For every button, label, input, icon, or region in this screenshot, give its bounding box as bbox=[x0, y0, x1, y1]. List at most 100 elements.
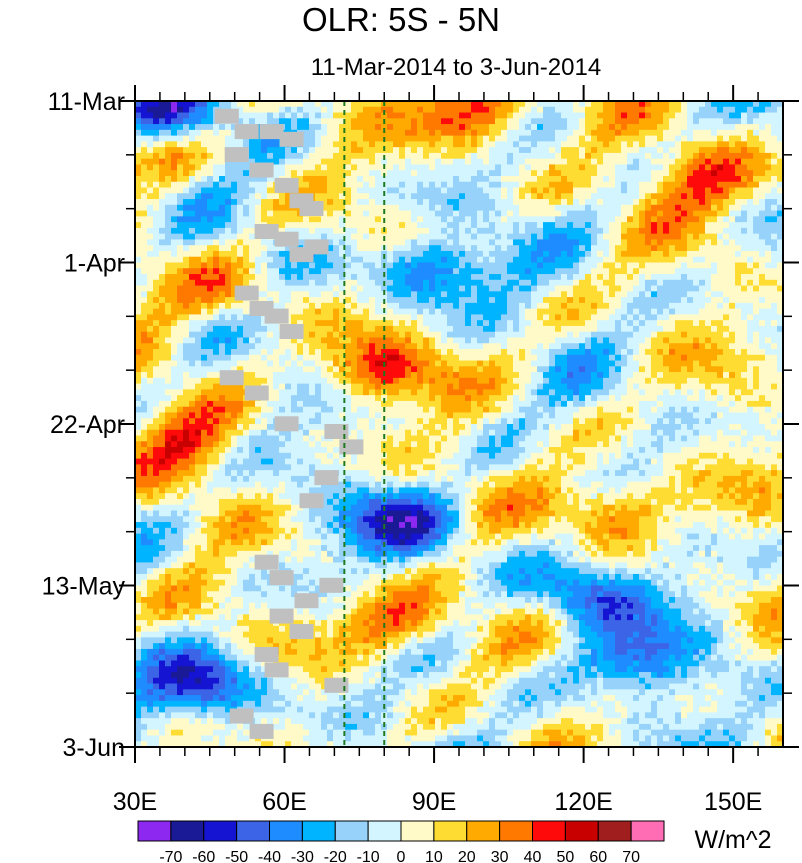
field-cell bbox=[657, 118, 664, 125]
field-cell bbox=[141, 175, 148, 183]
field-cell bbox=[633, 268, 640, 275]
field-cell bbox=[417, 349, 424, 356]
field-cell bbox=[729, 175, 736, 183]
field-cell bbox=[225, 239, 232, 246]
field-cell bbox=[687, 314, 694, 321]
field-cell bbox=[261, 118, 268, 125]
field-cell bbox=[621, 268, 628, 275]
field-cell bbox=[639, 106, 646, 114]
field-cell bbox=[339, 170, 346, 177]
field-cell bbox=[681, 262, 688, 269]
field-cell bbox=[219, 320, 226, 327]
field-cell bbox=[273, 141, 280, 148]
field-cell bbox=[387, 118, 394, 125]
field-cell bbox=[387, 314, 394, 321]
field-cell bbox=[645, 193, 652, 200]
field-cell bbox=[681, 343, 688, 350]
field-cell bbox=[141, 331, 148, 339]
field-cell bbox=[267, 349, 274, 356]
field-cell bbox=[477, 233, 484, 241]
field-cell bbox=[183, 314, 190, 321]
field-cell bbox=[537, 216, 544, 223]
field-cell bbox=[363, 158, 370, 166]
field-cell bbox=[537, 250, 544, 258]
field-cell bbox=[537, 199, 544, 206]
field-cell bbox=[195, 187, 202, 194]
field-cell bbox=[309, 314, 316, 321]
field-cell bbox=[549, 152, 556, 160]
field-cell bbox=[627, 170, 634, 177]
field-cell bbox=[333, 199, 340, 206]
field-cell bbox=[189, 349, 196, 356]
field-cell bbox=[363, 325, 370, 333]
field-cell bbox=[285, 256, 292, 264]
field-cell bbox=[417, 262, 424, 269]
field-cell bbox=[459, 124, 466, 131]
field-cell bbox=[549, 129, 556, 137]
field-cell bbox=[681, 175, 688, 183]
field-cell bbox=[693, 285, 700, 292]
field-cell bbox=[585, 135, 592, 142]
field-cell bbox=[291, 297, 298, 304]
field-cell bbox=[309, 164, 316, 171]
field-cell bbox=[567, 118, 574, 125]
field-cell bbox=[171, 141, 178, 148]
field-cell bbox=[525, 147, 532, 154]
field-cell bbox=[693, 124, 700, 131]
field-cell bbox=[399, 239, 406, 246]
field-cell bbox=[513, 187, 520, 194]
field-cell bbox=[441, 135, 448, 142]
field-cell bbox=[189, 141, 196, 148]
field-cell bbox=[567, 124, 574, 131]
field-cell bbox=[687, 164, 694, 171]
field-cell bbox=[399, 141, 406, 148]
field-cell bbox=[705, 325, 712, 333]
field-cell bbox=[399, 187, 406, 194]
field-cell bbox=[627, 239, 634, 246]
field-cell bbox=[627, 285, 634, 292]
field-cell bbox=[471, 141, 478, 148]
field-cell bbox=[621, 101, 628, 108]
field-cell bbox=[495, 164, 502, 171]
field-cell bbox=[579, 325, 586, 333]
field-cell bbox=[183, 274, 190, 281]
field-cell bbox=[321, 124, 328, 131]
field-cell bbox=[417, 135, 424, 142]
field-cell bbox=[621, 343, 628, 350]
field-cell bbox=[339, 256, 346, 264]
field-cell bbox=[441, 279, 448, 287]
field-cell bbox=[585, 175, 592, 183]
field-cell bbox=[633, 245, 640, 252]
field-cell bbox=[417, 354, 424, 362]
field-cell bbox=[447, 227, 454, 235]
field-cell bbox=[387, 227, 394, 235]
field-cell bbox=[609, 222, 616, 229]
field-cell bbox=[201, 227, 208, 235]
field-cell bbox=[195, 325, 202, 333]
field-cell bbox=[759, 112, 766, 119]
field-cell bbox=[633, 250, 640, 258]
field-cell bbox=[657, 129, 664, 137]
field-cell bbox=[249, 181, 256, 189]
field-cell bbox=[171, 170, 178, 177]
field-cell bbox=[273, 118, 280, 125]
field-cell bbox=[561, 279, 568, 287]
field-cell bbox=[153, 210, 160, 217]
field-cell bbox=[705, 101, 712, 108]
field-cell bbox=[687, 216, 694, 223]
field-cell bbox=[279, 118, 286, 125]
field-cell bbox=[465, 320, 472, 327]
field-cell bbox=[351, 354, 358, 362]
field-cell bbox=[603, 250, 610, 258]
field-cell bbox=[663, 297, 670, 304]
field-cell bbox=[501, 268, 508, 275]
field-cell bbox=[171, 118, 178, 125]
field-cell bbox=[609, 239, 616, 246]
field-cell bbox=[729, 349, 736, 356]
field-cell bbox=[207, 297, 214, 304]
field-cell bbox=[279, 101, 286, 108]
field-cell bbox=[513, 227, 520, 235]
field-cell bbox=[537, 297, 544, 304]
field-cell bbox=[453, 331, 460, 339]
field-cell bbox=[621, 124, 628, 131]
